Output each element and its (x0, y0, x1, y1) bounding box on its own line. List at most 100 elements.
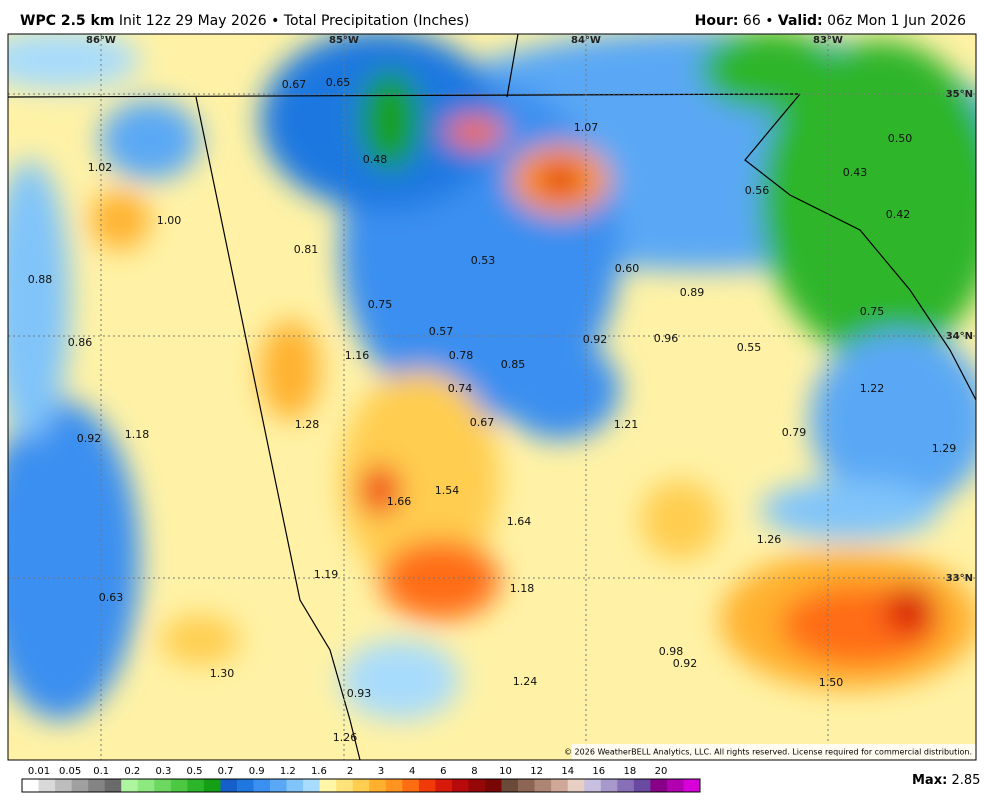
point-label: 0.92 (77, 432, 102, 445)
point-label: 0.89 (680, 286, 705, 299)
legend-tick-label: 6 (440, 766, 446, 777)
legend-swatch (501, 779, 519, 792)
point-label: 1.30 (210, 667, 235, 680)
legend-swatch (567, 779, 585, 792)
legend-swatch (485, 779, 502, 792)
legend-tick-label: 0.9 (249, 766, 265, 777)
map-frame (7, 33, 977, 761)
point-label: 1.00 (157, 214, 182, 227)
point-label: 0.79 (782, 426, 807, 439)
point-label: 0.81 (294, 243, 319, 256)
longitude-label: 84°W (571, 35, 601, 46)
longitude-label: 85°W (329, 35, 359, 46)
hour: 66 (743, 13, 761, 29)
point-label: 0.85 (501, 358, 526, 371)
legend-swatch (319, 779, 337, 792)
point-label: 1.18 (510, 582, 535, 595)
legend-swatch (666, 779, 684, 792)
legend-swatch (385, 779, 403, 792)
point-label: 0.78 (449, 349, 474, 362)
point-label: 1.22 (860, 382, 885, 395)
legend-swatch (220, 779, 238, 792)
legend-swatch (451, 779, 469, 792)
legend-swatch (418, 779, 436, 792)
legend-tick-label: 18 (624, 766, 637, 777)
longitude-label: 86°W (86, 35, 116, 46)
latitude-label: 33°N (946, 573, 973, 584)
longitude-label: 83°W (813, 35, 843, 46)
point-label: 0.88 (28, 273, 53, 286)
legend-swatch (121, 779, 139, 792)
legend-swatch (633, 779, 651, 792)
legend-swatch (518, 779, 535, 792)
legend-swatch (617, 779, 635, 792)
point-label: 1.07 (574, 121, 599, 134)
hour-label: Hour: (695, 13, 739, 29)
legend-swatch (336, 779, 354, 792)
legend-tick-label: 2 (347, 766, 353, 777)
init: Init 12z 29 May 2026 (119, 13, 267, 29)
point-label: 1.29 (932, 442, 957, 455)
legend-swatch (303, 779, 320, 792)
legend-swatch (468, 779, 486, 792)
point-label: 1.18 (125, 428, 150, 441)
point-label: 1.26 (757, 533, 782, 546)
point-label: 1.64 (507, 515, 532, 528)
point-label: 0.65 (326, 76, 351, 89)
point-label: 1.66 (387, 495, 412, 508)
point-label: 0.92 (673, 657, 698, 670)
point-label: 0.98 (659, 645, 684, 658)
point-label: 0.60 (615, 262, 640, 275)
legend-swatch (551, 779, 569, 792)
legend-swatch (286, 779, 304, 792)
model-title: WPC 2.5 km Init 12z 29 May 2026 • Total … (20, 13, 469, 29)
point-label: 0.42 (886, 208, 911, 221)
legend-swatch (402, 779, 420, 792)
point-label: 0.93 (347, 687, 372, 700)
point-label: 0.86 (68, 336, 93, 349)
valid-info: Hour: 66 • Valid: 06z Mon 1 Jun 2026 (695, 13, 966, 29)
legend-tick-label: 16 (592, 766, 605, 777)
point-label: 0.67 (282, 78, 307, 91)
valid-label: Valid: (778, 13, 823, 29)
point-label: 0.74 (448, 382, 473, 395)
legend-swatch (683, 779, 701, 792)
legend-tick-label: 0.3 (155, 766, 171, 777)
point-label: 0.63 (99, 591, 124, 604)
legend-tick-label: 1.2 (280, 766, 296, 777)
legend-swatch (154, 779, 172, 792)
legend-swatch (435, 779, 453, 792)
copyright: © 2026 WeatherBELL Analytics, LLC. All r… (564, 748, 972, 757)
point-label: 1.02 (88, 161, 113, 174)
legend-swatch (253, 779, 271, 792)
legend-tick-label: 8 (471, 766, 477, 777)
max-info: Max: 2.85 (912, 773, 980, 788)
point-label: 1.50 (819, 676, 844, 689)
point-label: 0.75 (368, 298, 393, 311)
max-label: Max: (912, 773, 947, 788)
point-label: 0.55 (737, 341, 762, 354)
legend-tick-label: 4 (409, 766, 415, 777)
legend-swatch (352, 779, 370, 792)
legend-tick-label: 14 (561, 766, 574, 777)
legend-tick-label: 0.01 (28, 766, 50, 777)
point-label: 1.21 (614, 418, 639, 431)
legend-swatch (650, 779, 668, 792)
legend-tick-label: 0.05 (59, 766, 81, 777)
legend-tick-label: 0.5 (187, 766, 203, 777)
point-label: 0.43 (843, 166, 868, 179)
latitude-label: 35°N (946, 89, 973, 100)
separator: • (271, 13, 279, 29)
legend-swatch (38, 779, 56, 792)
legend-frame (21, 778, 701, 793)
legend-tick-label: 1.6 (311, 766, 327, 777)
legend-tick-label: 0.7 (218, 766, 234, 777)
legend-swatch (600, 779, 618, 792)
point-label: 1.26 (333, 731, 358, 744)
legend-swatch (534, 779, 552, 792)
legend-swatch (369, 779, 387, 792)
legend-swatch (187, 779, 205, 792)
legend-swatch (170, 779, 188, 792)
